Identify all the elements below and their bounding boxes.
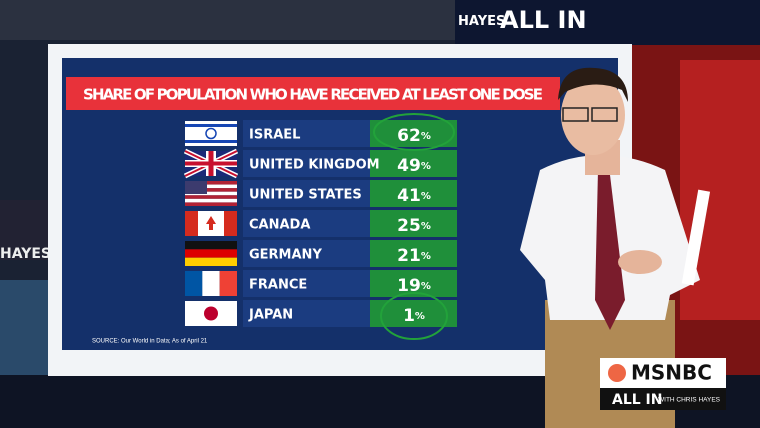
flag xyxy=(202,271,220,296)
country-name: ISRAEL xyxy=(249,128,300,143)
country-cell xyxy=(243,210,370,237)
country-name: UNITED STATES xyxy=(249,188,362,203)
flag xyxy=(185,198,237,203)
country-cell xyxy=(243,300,370,327)
value-unit: % xyxy=(421,221,431,232)
value-unit: % xyxy=(421,161,431,172)
country-name: CANADA xyxy=(249,218,310,233)
flag xyxy=(185,191,237,196)
value-text: 49% xyxy=(397,156,431,176)
flag xyxy=(185,271,203,296)
table: ISRAEL 62% UNITED KINGDOM 49% UNITED STATES 4… xyxy=(183,120,457,327)
value-cell xyxy=(370,210,457,237)
country-cell xyxy=(243,120,370,147)
value-cell xyxy=(370,240,457,267)
flag xyxy=(185,140,237,143)
screen-text: HAYES xyxy=(458,14,505,29)
value-text: 62% xyxy=(397,126,431,146)
value-number: 19 xyxy=(397,276,421,296)
source-note: SOURCE: Our World in Data; As of April 2… xyxy=(92,339,208,345)
country-name: GERMANY xyxy=(249,248,322,263)
value-text: 19% xyxy=(397,276,431,296)
flag xyxy=(185,241,237,250)
value-number: 62 xyxy=(397,126,421,146)
country-name: UNITED KINGDOM xyxy=(249,158,380,173)
face xyxy=(561,75,625,155)
value-text: 41% xyxy=(397,186,431,206)
hand xyxy=(618,250,662,274)
flag xyxy=(185,211,198,236)
value-cell xyxy=(370,180,457,207)
value-unit: % xyxy=(421,251,431,262)
flag xyxy=(219,271,237,296)
country-cell xyxy=(243,240,370,267)
glasses xyxy=(591,107,618,122)
country-cell xyxy=(243,150,370,177)
value-text: 1% xyxy=(403,306,425,326)
value-unit: % xyxy=(421,191,431,202)
flag xyxy=(185,202,237,206)
flag xyxy=(204,306,218,321)
value-text: 21% xyxy=(397,246,431,266)
screen-top xyxy=(455,0,760,45)
show-logo: ALL IN xyxy=(612,392,662,408)
value-unit: % xyxy=(421,131,431,142)
hair xyxy=(558,67,628,102)
screen-text: ALL IN xyxy=(500,6,587,34)
value-text: 25% xyxy=(397,216,431,236)
value-unit: % xyxy=(415,311,425,322)
value-unit: % xyxy=(421,281,431,292)
country-cell xyxy=(243,180,370,207)
country-name: JAPAN xyxy=(248,308,293,323)
flag xyxy=(206,216,216,230)
flag xyxy=(224,211,237,236)
screen-text: HAYES xyxy=(0,246,51,262)
show-box xyxy=(600,388,726,410)
value-number: 25 xyxy=(397,216,421,236)
value-cell xyxy=(370,120,457,147)
flag xyxy=(185,249,237,258)
flag xyxy=(185,181,237,185)
title-bar xyxy=(66,77,560,110)
value-number: 21 xyxy=(397,246,421,266)
screen-left xyxy=(0,200,48,260)
flag xyxy=(185,184,237,189)
annotation-circle xyxy=(380,292,448,340)
peacock xyxy=(608,364,626,382)
value-number: 49 xyxy=(397,156,421,176)
board-title: SHARE OF POPULATION WHO HAVE RECEIVED AT… xyxy=(83,86,543,104)
network-logo: MSNBC xyxy=(631,361,712,385)
country-cell xyxy=(243,270,370,297)
country-name: FRANCE xyxy=(249,278,307,293)
value-number: 41 xyxy=(397,186,421,206)
flag xyxy=(185,195,237,199)
flag xyxy=(185,188,237,192)
annotation-circle xyxy=(373,113,455,151)
paper xyxy=(681,189,711,286)
flag xyxy=(205,127,217,140)
glasses xyxy=(562,107,589,122)
value-cell xyxy=(370,150,457,177)
show-host: WITH CHRIS HAYES xyxy=(658,397,721,404)
tie xyxy=(595,170,625,330)
value-number: 1 xyxy=(403,306,415,326)
flag xyxy=(185,124,237,127)
flag xyxy=(185,257,237,266)
flag xyxy=(185,181,207,194)
flag xyxy=(208,151,214,176)
